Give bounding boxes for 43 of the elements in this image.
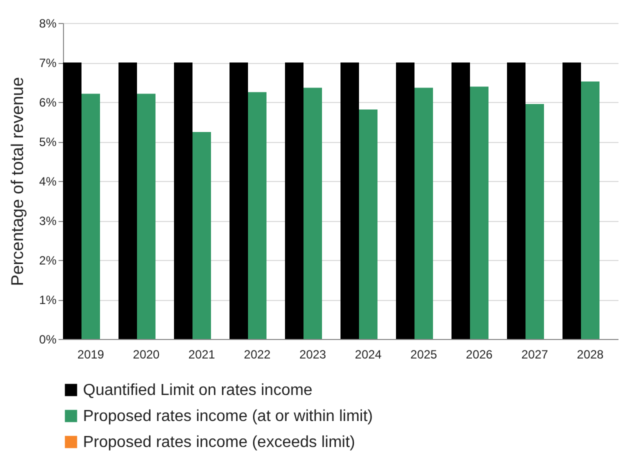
bar — [118, 62, 137, 339]
x-tick-label: 2022 — [244, 348, 271, 362]
y-tick-label: 7% — [39, 56, 57, 70]
x-tick-label: 2024 — [354, 348, 382, 362]
bar — [562, 62, 581, 339]
x-tick-label: 2021 — [188, 348, 216, 362]
x-tick-label: 2026 — [466, 348, 493, 362]
bar — [414, 88, 433, 339]
x-tick-label: 2027 — [521, 348, 548, 362]
legend-label: Proposed rates income (exceeds limit) — [83, 434, 356, 451]
y-tick-label: 0% — [39, 332, 57, 346]
bar — [248, 92, 266, 339]
x-tick-label: 2020 — [132, 348, 160, 362]
y-tick-label: 8% — [39, 16, 57, 30]
bar — [340, 62, 359, 339]
y-tick-label: 2% — [39, 254, 57, 268]
x-tick-label: 2025 — [410, 348, 438, 362]
bar — [470, 86, 488, 339]
bar — [230, 62, 248, 339]
bar — [174, 62, 192, 339]
y-tick-label: 5% — [39, 135, 57, 149]
bar — [192, 132, 211, 339]
y-tick-label: 3% — [39, 214, 57, 228]
x-tick-label: 2028 — [576, 348, 604, 362]
bar — [137, 94, 156, 339]
y-tick-label: 6% — [39, 96, 57, 110]
bar — [63, 62, 82, 339]
y-tick-label: 4% — [39, 174, 57, 188]
x-tick-label: 2023 — [299, 348, 326, 362]
bar — [396, 62, 414, 339]
legend-label: Proposed rates income (at or within limit) — [83, 408, 373, 425]
bar — [304, 88, 322, 339]
y-axis-title: Percentage of total revenue — [8, 77, 28, 286]
y-tick-label: 1% — [39, 293, 57, 307]
bar — [452, 62, 470, 339]
bar — [285, 62, 304, 339]
bar — [581, 81, 600, 339]
x-tick-label: 2019 — [77, 348, 104, 362]
bar — [82, 94, 100, 339]
bar — [507, 62, 526, 339]
legend-label: Quantified Limit on rates income — [83, 382, 313, 399]
bar — [526, 104, 544, 339]
bar — [359, 110, 378, 339]
